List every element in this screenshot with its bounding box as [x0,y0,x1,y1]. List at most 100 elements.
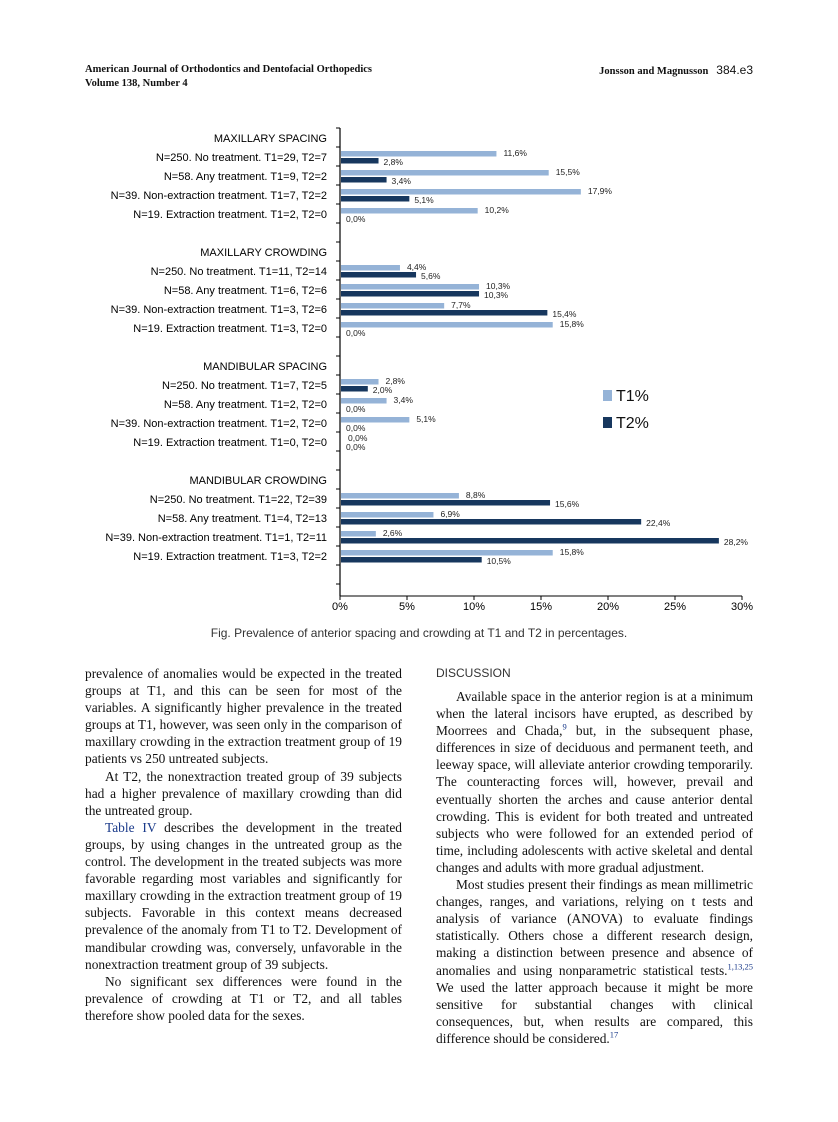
paragraph: Table IV describes the development in th… [85,819,402,973]
category-label: N=39. Non-extraction treatment. T1=2, T2… [111,418,327,430]
table-iv-link[interactable]: Table IV [105,819,157,835]
category-label: N=19. Extraction treatment. T1=3, T2=2 [133,551,327,563]
category-label: N=19. Extraction treatment. T1=0, T2=0 [133,437,327,449]
x-tick-label: 30% [731,601,753,613]
bar-t1 [341,493,459,499]
data-label-t1: 17,9% [588,186,613,196]
paragraph-text: Available space in the anterior region i… [436,689,753,739]
paragraph-text: We used the latter approach because it m… [436,979,753,1046]
bar-t2 [341,158,379,164]
bar-t1 [341,303,445,309]
data-label-t2: 15,6% [555,499,580,509]
category-label: N=39. Non-extraction treatment. T1=3, T2… [111,304,327,316]
bar-t1 [341,398,387,404]
category-label: N=19. Extraction treatment. T1=2, T2=0 [133,209,327,221]
group-title: MANDIBULAR SPACING [203,361,327,373]
data-label-t2: 10,5% [487,556,512,566]
category-label: N=250. No treatment. T1=7, T2=5 [162,380,327,392]
data-label-t1: 15,8% [560,547,585,557]
authors: Jonsson and Magnusson [599,66,709,77]
legend-label-t2: T2% [616,415,649,432]
data-label-t2: 3,4% [392,176,412,186]
section-heading: DISCUSSION [436,666,511,680]
bar-t1 [341,189,581,195]
paragraph-text: describes the development in the treated… [85,819,402,972]
left-column: prevalence of anomalies would be expecte… [85,665,402,1024]
data-label-t1: 0,0% [348,433,368,443]
right-column: DISCUSSION Available space in the anteri… [436,665,753,1047]
data-label-t1: 3,4% [394,395,414,405]
x-tick-label: 10% [463,601,485,613]
data-label-t2: 10,3% [484,290,509,300]
journal-name: American Journal of Orthodontics and Den… [85,64,372,75]
bar-chart: 0% 5% 10% 15% 20% 25% 30% MAXILLARY SPACING N=25… [105,127,753,613]
bar-t1 [341,322,553,328]
data-label-t2: 28,2% [724,537,749,547]
data-label-t1: 2,6% [383,528,403,538]
legend-swatch-t2 [603,417,612,428]
bar-t2 [341,177,387,183]
x-tick-label: 0% [332,601,348,613]
data-label-t2: 0,0% [346,442,366,452]
paragraph: No significant sex differences were foun… [85,973,402,1023]
data-label-t2: 0,0% [346,423,366,433]
bar-t2 [341,386,368,392]
group-title: MAXILLARY SPACING [214,133,327,145]
running-header-right: Jonsson and Magnusson 384.e3 [599,63,753,79]
x-tick-label: 15% [530,601,552,613]
bar-t1 [341,379,379,385]
group-title: MANDIBULAR CROWDING [189,475,327,487]
paragraph-text: Most studies present their findings as m… [436,877,753,978]
x-tick-label: 20% [597,601,619,613]
bar-t2 [341,519,642,525]
data-label-t1: 11,6% [503,148,527,158]
figure-caption: Fig. Prevalence of anterior spacing and … [210,626,628,640]
category-label: N=58. Any treatment. T1=9, T2=2 [164,171,327,183]
bar-t1 [341,151,497,157]
data-label-t1: 15,5% [556,167,581,177]
data-label-t2: 22,4% [646,518,671,528]
bar-t1 [341,170,549,176]
data-label-t1: 10,2% [485,205,510,215]
data-label-t1: 10,3% [486,281,511,291]
bar-t2 [341,557,482,563]
category-label: N=250. No treatment. T1=11, T2=14 [151,266,327,278]
group-title: MAXILLARY CROWDING [200,247,327,259]
page-number: 384.e3 [716,63,753,77]
bar-t1 [341,265,400,271]
reference-link[interactable]: 9 [562,721,567,732]
data-label-t1: 4,4% [407,262,427,272]
category-label: N=39. Non-extraction treatment. T1=1, T2… [105,532,327,544]
bar-t1 [341,550,553,556]
paragraph: Most studies present their findings as m… [436,876,753,1047]
bar-t1 [341,531,376,537]
legend-swatch-t1 [603,390,612,401]
paragraph: prevalence of anomalies would be expecte… [85,666,402,767]
data-label-t1: 15,8% [560,319,585,329]
category-label: N=19. Extraction treatment. T1=3, T2=0 [133,323,327,335]
category-label: N=250. No treatment. T1=22, T2=39 [150,494,327,506]
data-label-t2: 2,8% [384,157,404,167]
data-label-t2: 5,6% [421,271,441,281]
data-label-t2: 0,0% [346,328,366,338]
bar-t2 [341,272,417,278]
category-label: N=250. No treatment. T1=29, T2=7 [156,152,327,164]
data-label-t1: 8,8% [466,490,486,500]
data-label-t1: 7,7% [451,300,471,310]
category-label: N=39. Non-extraction treatment. T1=7, T2… [111,190,327,202]
data-label-t2: 5,1% [414,195,434,205]
bar-t1 [341,417,410,423]
bar-t2 [341,196,410,202]
paragraph: At T2, the nonextraction treated group o… [85,768,402,818]
data-label-t2: 0,0% [346,404,366,414]
reference-link[interactable]: 1,13,25 [727,961,754,972]
running-header-left: American Journal of Orthodontics and Den… [85,63,372,91]
category-label: N=58. Any treatment. T1=2, T2=0 [164,399,327,411]
reference-link[interactable]: 17 [609,1029,619,1040]
bar-t1 [341,284,480,290]
bar-t2 [341,500,551,506]
bar-t2 [341,538,719,544]
journal-volume: Volume 138, Number 4 [85,78,188,89]
bar-t2 [341,310,548,316]
bar-t1 [341,208,478,214]
